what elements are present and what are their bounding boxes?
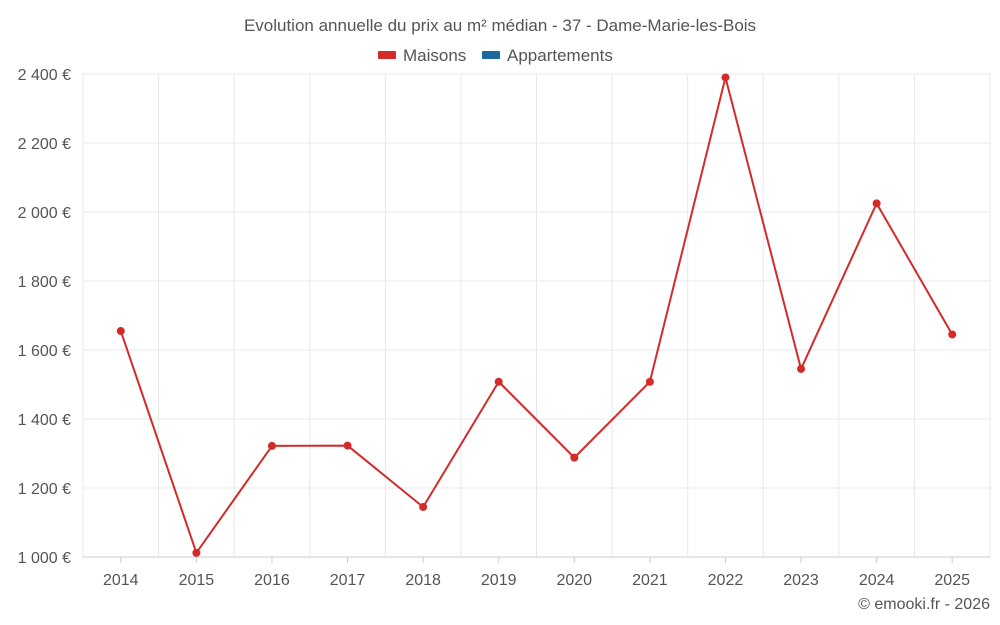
y-tick-label: 1 400 € (18, 412, 71, 429)
data-point[interactable] (116, 327, 125, 336)
y-axis: 1 000 € 1 200 € 1 400 € 1 600 € 1 800 € 2 000… (18, 67, 71, 567)
chart-title: Evolution annuelle du prix au m² médian … (244, 16, 756, 35)
data-point[interactable] (948, 330, 957, 339)
x-tick-label: 2020 (556, 572, 592, 589)
y-tick-label: 2 400 € (18, 67, 71, 84)
series-maisons (116, 73, 957, 557)
y-tick-label: 1 800 € (18, 274, 71, 291)
y-tick-label: 1 000 € (18, 550, 71, 567)
y-tick-label: 1 600 € (18, 343, 71, 360)
x-tick-label: 2017 (330, 572, 366, 589)
data-point[interactable] (494, 377, 503, 386)
x-tick-label: 2025 (934, 572, 970, 589)
y-tick-label: 2 200 € (18, 136, 71, 153)
x-axis: 2014 2015 2016 2017 2018 2019 2020 2021 2022 2023… (83, 556, 990, 589)
data-point[interactable] (797, 364, 806, 373)
data-point[interactable] (645, 377, 654, 386)
legend-swatch-maisons[interactable] (378, 51, 396, 59)
data-point[interactable] (570, 453, 579, 462)
x-tick-label: 2014 (103, 572, 139, 589)
legend-swatch-appartements[interactable] (482, 51, 500, 59)
series-line-maisons (119, 76, 954, 554)
data-point[interactable] (192, 548, 201, 557)
x-tick-label: 2018 (405, 572, 441, 589)
x-tick-label: 2023 (783, 572, 819, 589)
legend-label-maisons[interactable]: Maisons (403, 46, 466, 65)
legend-label-appartements[interactable]: Appartements (507, 46, 613, 65)
x-tick-label: 2019 (481, 572, 517, 589)
x-tick-label: 2022 (708, 572, 744, 589)
legend: Maisons Appartements (378, 46, 613, 65)
y-tick-label: 2 000 € (18, 205, 71, 222)
data-point[interactable] (343, 441, 352, 450)
data-point[interactable] (872, 199, 881, 208)
x-tick-label: 2016 (254, 572, 290, 589)
x-tick-label: 2015 (179, 572, 215, 589)
data-point[interactable] (419, 502, 428, 511)
data-point[interactable] (721, 73, 730, 82)
grid (82, 73, 991, 557)
y-tick-label: 1 200 € (18, 481, 71, 498)
x-tick-label: 2024 (859, 572, 895, 589)
data-point[interactable] (267, 441, 276, 450)
x-tick-label: 2021 (632, 572, 668, 589)
credit-text: © emooki.fr - 2026 (858, 596, 990, 613)
